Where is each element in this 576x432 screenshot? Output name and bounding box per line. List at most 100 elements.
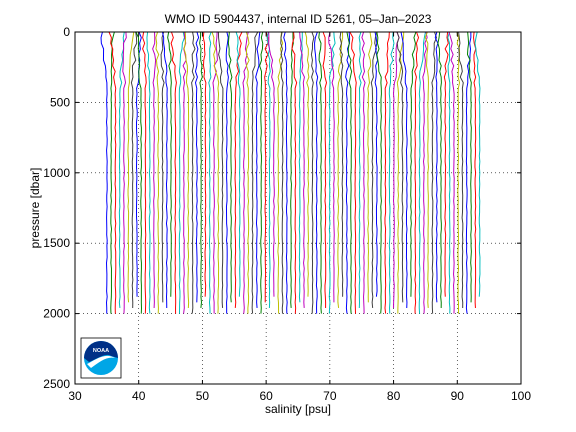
salinity-profile-line bbox=[474, 31, 481, 297]
salinity-profile-line bbox=[396, 31, 404, 303]
salinity-profile-line bbox=[178, 31, 185, 314]
salinity-profile-line bbox=[234, 31, 243, 309]
salinity-profile-line bbox=[388, 31, 395, 314]
salinity-profile-line bbox=[135, 31, 143, 314]
salinity-profile-line bbox=[298, 31, 303, 303]
salinity-profile-line bbox=[396, 31, 405, 314]
y-axis-label: pressure [dbar] bbox=[28, 168, 42, 249]
salinity-profile-line bbox=[283, 31, 288, 314]
salinity-profile-line bbox=[217, 31, 224, 309]
salinity-profile-line bbox=[367, 31, 373, 303]
x-tick-label: 60 bbox=[259, 389, 273, 403]
salinity-profile-line bbox=[328, 31, 335, 303]
salinity-profile-line bbox=[304, 31, 310, 297]
salinity-profile-line bbox=[458, 31, 464, 308]
salinity-profile-line bbox=[160, 31, 165, 303]
salinity-profile-line bbox=[291, 31, 298, 314]
salinity-profile-line bbox=[152, 31, 157, 308]
salinity-profile-line bbox=[242, 31, 249, 314]
salinity-profile-line bbox=[328, 31, 336, 314]
salinity-profile-line bbox=[447, 31, 451, 314]
salinity-profile-line bbox=[473, 31, 477, 308]
x-tick-label: 70 bbox=[323, 389, 337, 403]
salinity-profile-line bbox=[167, 31, 172, 297]
salinity-profile-line bbox=[130, 31, 138, 308]
salinity-profile-line bbox=[212, 31, 218, 314]
salinity-profile-line bbox=[155, 31, 160, 314]
salinity-profile-line bbox=[322, 31, 328, 308]
y-tick-label: 2500 bbox=[43, 377, 70, 391]
salinity-profile-line bbox=[127, 31, 135, 303]
salinity-profile-line bbox=[410, 31, 417, 297]
logo-upper bbox=[84, 341, 118, 362]
salinity-profile-line bbox=[259, 31, 264, 314]
salinity-profile-line bbox=[194, 31, 200, 303]
salinity-profile-line bbox=[191, 31, 196, 314]
salinity-profile-line bbox=[146, 31, 151, 314]
salinity-profile-line bbox=[251, 31, 259, 314]
salinity-profile-line bbox=[268, 31, 275, 297]
salinity-profile-line bbox=[199, 31, 203, 309]
salinity-profile-line bbox=[299, 31, 305, 309]
salinity-profile-line bbox=[349, 31, 357, 314]
salinity-profile-line bbox=[110, 31, 115, 314]
salinity-profile-line bbox=[100, 31, 108, 314]
x-axis-label: salinity [psu] bbox=[265, 402, 331, 416]
salinity-profile-line bbox=[170, 31, 177, 314]
y-tick-label: 500 bbox=[50, 95, 70, 109]
x-tick-label: 90 bbox=[451, 389, 465, 403]
salinity-profile-line bbox=[118, 31, 125, 309]
salinity-profile-line bbox=[202, 31, 207, 297]
salinity-profile-line bbox=[183, 31, 190, 308]
salinity-profile-line bbox=[424, 31, 429, 309]
salinity-profile-line bbox=[434, 31, 439, 303]
salinity-profile-line bbox=[414, 31, 420, 314]
salinity-profile-line bbox=[161, 31, 168, 308]
salinity-profile-line bbox=[235, 31, 241, 297]
x-tick-label: 40 bbox=[132, 389, 146, 403]
salinity-profiles bbox=[100, 31, 481, 314]
salinity-profile-line bbox=[443, 31, 449, 297]
x-tick-label: 80 bbox=[387, 389, 401, 403]
salinity-profile-line bbox=[358, 31, 362, 308]
salinity-profile-line bbox=[208, 31, 212, 314]
salinity-profile-line bbox=[422, 31, 428, 314]
salinity-profile-line bbox=[266, 31, 271, 308]
salinity-profile-line bbox=[418, 31, 426, 314]
y-tick-label: 1000 bbox=[43, 166, 70, 180]
salinity-profile-line bbox=[122, 31, 127, 314]
salinity-profile-line bbox=[346, 31, 353, 314]
salinity-profile-line bbox=[280, 31, 284, 314]
x-tick-label: 50 bbox=[196, 389, 210, 403]
salinity-profile-line bbox=[182, 31, 187, 314]
noaa-logo: NOAA bbox=[80, 337, 122, 379]
salinity-profile-line bbox=[255, 31, 261, 309]
salinity-profile-line bbox=[339, 31, 344, 297]
plot-frame bbox=[74, 31, 522, 385]
salinity-profile-line bbox=[310, 31, 315, 314]
salinity-profile-line bbox=[245, 31, 250, 314]
salinity-profile-line bbox=[227, 31, 233, 303]
salinity-profile-line bbox=[211, 31, 220, 314]
salinity-profile-line bbox=[361, 31, 366, 314]
chart-title: WMO ID 5904437, internal ID 5261, 05–Jan… bbox=[165, 12, 432, 26]
x-tick-label: 100 bbox=[511, 389, 531, 403]
x-tick-label: 30 bbox=[68, 389, 82, 403]
salinity-profile-line bbox=[466, 31, 472, 303]
salinity-profile-line bbox=[370, 31, 378, 309]
salinity-profile-line bbox=[400, 31, 408, 308]
salinity-profile-line bbox=[337, 31, 344, 309]
salinity-profile-line bbox=[314, 31, 319, 314]
y-tick-label: 0 bbox=[63, 25, 70, 39]
salinity-profile-line bbox=[456, 31, 461, 314]
salinity-profile-line bbox=[290, 31, 294, 309]
salinity-profile-line bbox=[225, 31, 229, 314]
y-tick-label: 1500 bbox=[43, 236, 70, 250]
salinity-profile-line bbox=[448, 31, 455, 314]
logo-text: NOAA bbox=[93, 348, 109, 354]
salinity-profile-line bbox=[465, 31, 472, 314]
salinity-profile-line bbox=[345, 31, 351, 314]
salinity-profile-line bbox=[437, 31, 442, 308]
salinity-profile-line bbox=[277, 31, 284, 314]
